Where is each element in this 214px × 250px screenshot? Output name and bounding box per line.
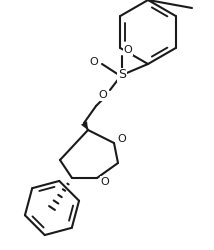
Text: O: O [99,90,107,100]
Text: O: O [90,57,98,67]
Polygon shape [81,121,88,130]
Text: O: O [118,134,126,144]
Text: S: S [118,68,126,82]
Text: O: O [101,177,109,187]
Text: O: O [124,45,132,55]
